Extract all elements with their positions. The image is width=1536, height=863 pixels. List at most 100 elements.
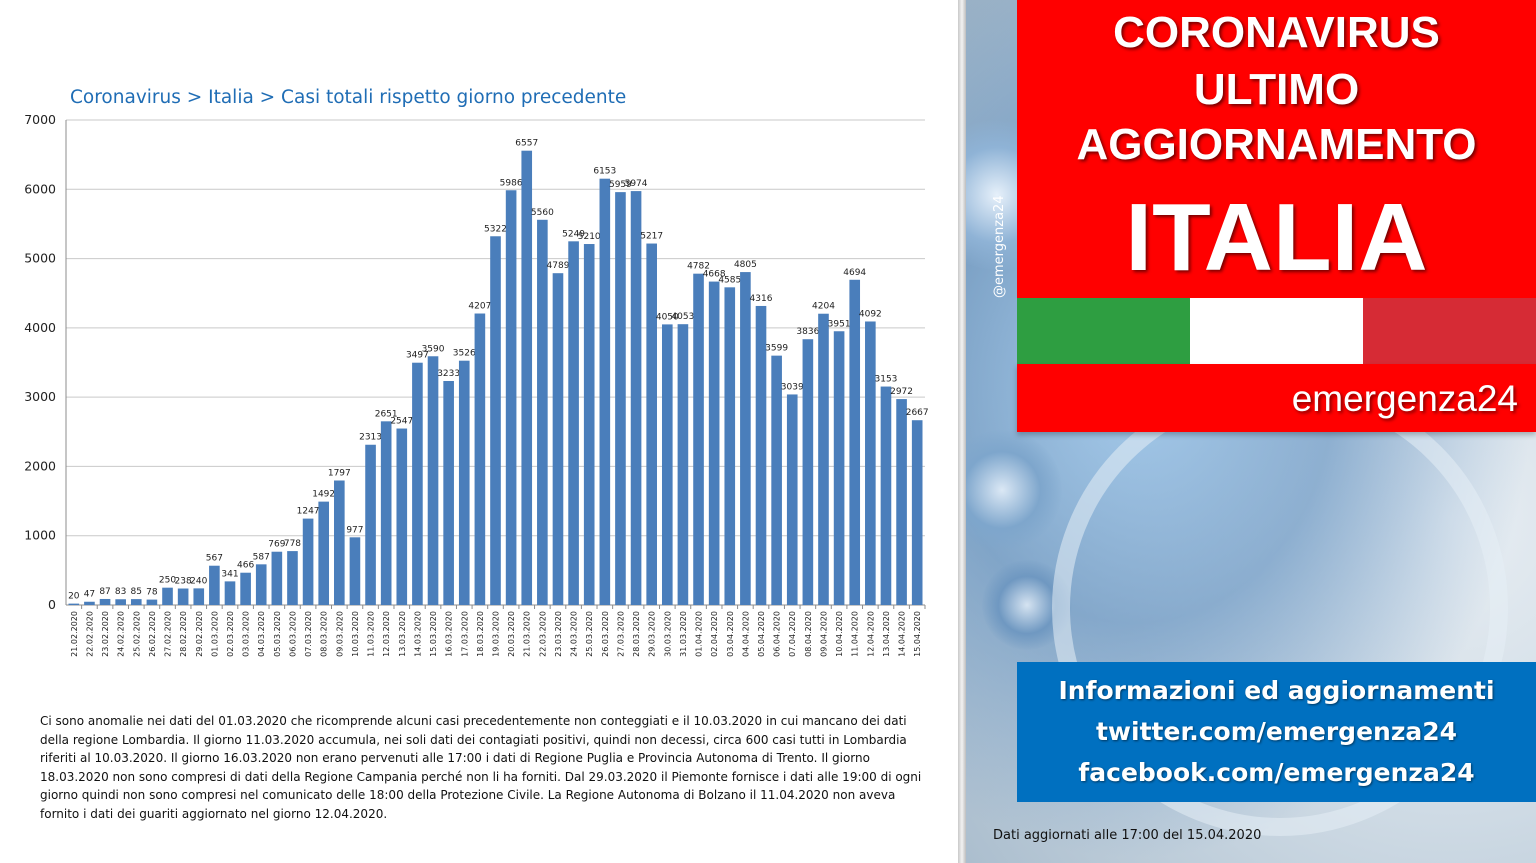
bar (396, 428, 408, 605)
bar (599, 178, 611, 605)
bar (458, 360, 470, 605)
x-tick-label: 11.04.2020 (851, 611, 860, 657)
brand-bar: emergenza24 (1017, 364, 1536, 432)
banner-line-4: ITALIA (1125, 184, 1428, 291)
data-label: 2667 (906, 408, 929, 418)
bar (380, 421, 392, 605)
bar-chart: 0 1000 2000 3000 4000 5000 6000 7000 20 21.02.202… (24, 112, 929, 657)
bar (630, 191, 642, 605)
x-tick-label: 01.03.2020 (210, 611, 219, 657)
bar (474, 313, 486, 605)
x-tick-label: 07.03.2020 (304, 611, 313, 657)
facebook-link[interactable]: facebook.com/emergenza24 (1078, 758, 1475, 787)
data-label: 5986 (500, 178, 523, 188)
bar (318, 501, 330, 605)
x-tick-label: 17.03.2020 (460, 611, 469, 657)
data-label: 4207 (468, 302, 491, 312)
x-tick-label: 10.04.2020 (835, 611, 844, 657)
bar (802, 339, 814, 605)
bar (818, 313, 829, 605)
data-label: 3526 (453, 349, 476, 359)
data-label: 4782 (687, 262, 710, 272)
bar (568, 241, 579, 606)
twitter-link[interactable]: twitter.com/emergenza24 (1095, 717, 1458, 746)
bar (224, 581, 236, 605)
bar (677, 324, 689, 605)
x-tick-label: 21.03.2020 (523, 611, 532, 657)
data-label: 3590 (422, 344, 445, 354)
bar (537, 219, 548, 605)
data-label: 977 (346, 525, 363, 535)
bar (427, 356, 439, 605)
data-label: 3951 (828, 319, 851, 329)
data-label: 4316 (750, 294, 773, 304)
data-label: 4694 (843, 268, 866, 278)
bar (849, 279, 861, 605)
data-label: 778 (284, 539, 301, 549)
bar (412, 362, 423, 605)
bar (349, 537, 361, 605)
bar (505, 190, 517, 605)
y-tick-label: 7000 (24, 112, 56, 127)
x-tick-label: 12.04.2020 (866, 611, 875, 657)
data-label: 769 (268, 540, 285, 550)
handle-text: @emergenza24 (992, 195, 1007, 298)
data-label: 78 (146, 588, 158, 598)
info-heading: Informazioni ed aggiornamenti (1058, 676, 1495, 705)
data-label: 5249 (562, 229, 585, 239)
bar (693, 273, 704, 605)
x-tick-label: 31.03.2020 (679, 611, 688, 657)
red-banner: CORONAVIRUS ULTIMO AGGIORNAMENTO ITALIA (1017, 0, 1536, 298)
data-label: 238 (175, 577, 192, 587)
bar (255, 564, 267, 605)
data-label: 4668 (703, 270, 726, 280)
data-label: 2313 (359, 433, 382, 443)
data-label: 341 (221, 569, 238, 579)
data-label: 4789 (547, 261, 570, 271)
x-tick-label: 20.03.2020 (507, 611, 516, 657)
bar (68, 603, 80, 605)
banner-line-3: AGGIORNAMENTO (1076, 120, 1477, 169)
y-tick-label: 3000 (24, 389, 56, 404)
bar (615, 192, 626, 605)
bar (130, 599, 142, 605)
y-tick-label: 2000 (24, 458, 56, 473)
data-label: 4805 (734, 260, 757, 270)
data-label: 4053 (671, 312, 694, 322)
data-label: 567 (206, 554, 223, 564)
bar (193, 588, 205, 605)
x-tick-label: 04.03.2020 (257, 611, 266, 657)
bar (865, 321, 876, 605)
data-label: 3497 (406, 351, 429, 361)
bar (708, 281, 720, 605)
y-tick-label: 1000 (24, 528, 56, 543)
bar (490, 236, 501, 606)
bar (443, 380, 454, 605)
flag-red-stripe (1363, 298, 1536, 364)
x-tick-label: 24.02.2020 (117, 611, 126, 657)
bar (755, 305, 767, 605)
bar (146, 599, 158, 605)
data-label: 1797 (328, 468, 351, 478)
x-tick-label: 03.04.2020 (726, 611, 735, 657)
x-tick-label: 13.04.2020 (882, 611, 891, 657)
x-tick-label: 08.04.2020 (804, 611, 813, 657)
x-tick-label: 14.03.2020 (413, 611, 422, 657)
x-tick-label: 05.04.2020 (757, 611, 766, 657)
x-tick-label: 05.03.2020 (273, 611, 282, 657)
data-label: 3836 (796, 327, 819, 337)
bar (115, 599, 126, 605)
bar (162, 587, 173, 605)
x-tick-label: 30.03.2020 (663, 611, 672, 657)
data-label: 85 (131, 587, 142, 597)
x-tick-label: 28.03.2020 (632, 611, 641, 657)
bar (271, 551, 283, 605)
data-label: 587 (253, 552, 270, 562)
bar (740, 272, 751, 605)
data-label: 2972 (890, 387, 913, 397)
data-label: 240 (190, 576, 207, 586)
bar (911, 420, 923, 605)
italian-flag (1017, 298, 1536, 364)
x-tick-label: 11.03.2020 (367, 611, 376, 657)
x-tick-label: 15.04.2020 (913, 611, 922, 657)
